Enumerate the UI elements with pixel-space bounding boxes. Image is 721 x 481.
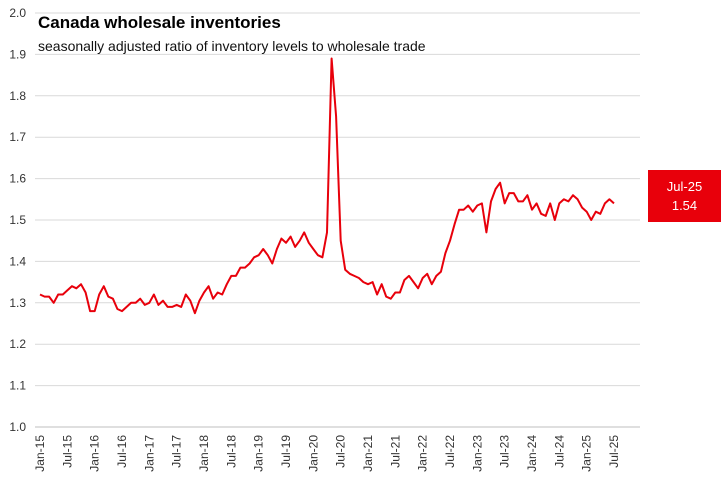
y-tick-label: 1.0 (9, 420, 26, 434)
callout-label: Jul-25 (666, 179, 703, 194)
series-line (39, 57, 615, 315)
x-tick-label: Jan-21 (361, 435, 375, 472)
y-tick-label: 1.1 (9, 379, 26, 393)
y-tick-label: 1.9 (9, 47, 26, 61)
x-tick-label: Jan-20 (306, 435, 320, 472)
x-tick-label: Jan-25 (580, 435, 594, 472)
x-tick-label: Jan-24 (525, 435, 539, 472)
x-tick-label: Jul-20 (334, 435, 348, 468)
y-tick-label: 1.4 (9, 254, 26, 268)
x-tick-label: Jul-15 (60, 435, 74, 468)
x-tick-label: Jul-16 (115, 435, 129, 468)
x-tick-label: Jan-17 (142, 435, 156, 472)
x-tick-label: Jul-19 (279, 435, 293, 468)
x-tick-label: Jan-22 (416, 435, 430, 472)
y-tick-label: 1.5 (9, 213, 26, 227)
x-tick-label: Jul-22 (443, 435, 457, 468)
x-tick-label: Jul-18 (224, 435, 238, 468)
y-tick-label: 1.2 (9, 337, 26, 351)
y-tick-label: 2.0 (9, 6, 26, 20)
x-tick-label: Jul-21 (388, 435, 402, 468)
x-tick-label: Jan-19 (252, 435, 266, 472)
y-tick-label: 1.7 (9, 130, 26, 144)
x-tick-label: Jul-23 (498, 435, 512, 468)
x-tick-label: Jan-15 (33, 435, 47, 472)
latest-value-callout: Jul-25 1.54 (648, 170, 721, 222)
x-tick-label: Jul-25 (607, 435, 621, 468)
x-tick-label: Jan-23 (470, 435, 484, 472)
y-tick-label: 1.3 (9, 296, 26, 310)
y-tick-label: 1.8 (9, 89, 26, 103)
x-tick-label: Jul-17 (170, 435, 184, 468)
x-tick-label: Jul-24 (552, 435, 566, 468)
callout-value: 1.54 (671, 198, 698, 213)
x-tick-label: Jan-18 (197, 435, 211, 472)
x-tick-label: Jan-16 (88, 435, 102, 472)
y-tick-label: 1.6 (9, 172, 26, 186)
chart-subtitle: seasonally adjusted ratio of inventory l… (38, 38, 426, 54)
chart-title: Canada wholesale inventories (38, 13, 281, 32)
